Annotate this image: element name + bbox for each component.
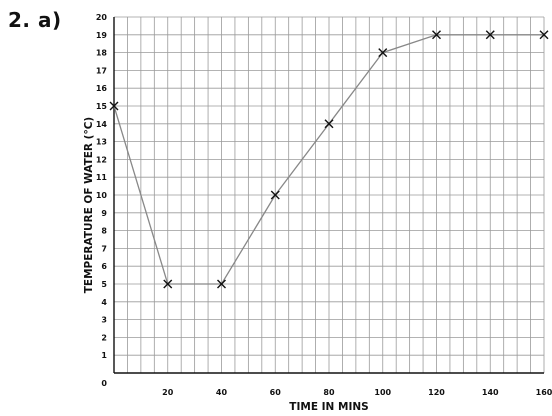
y-tick-label: 11 [96, 173, 108, 182]
y-tick-label: 2 [101, 333, 107, 342]
x-tick-label: 100 [374, 388, 391, 397]
grid [114, 16, 545, 373]
question-label: 2. a) [8, 8, 62, 32]
x-tick-label: 140 [482, 388, 499, 397]
x-tick-label: 60 [270, 388, 282, 397]
y-tick-label: 20 [96, 13, 108, 22]
y-tick-label: 12 [96, 155, 107, 164]
y-tick-label: 8 [101, 227, 107, 236]
y-tick-label: 10 [96, 191, 108, 200]
y-tick-label: 4 [101, 298, 107, 307]
y-tick-label: 5 [101, 280, 107, 289]
data-point-marker [485, 30, 495, 40]
x-tick-label: 160 [536, 388, 552, 397]
y-tick-label: 7 [101, 244, 107, 253]
y-tick-label: 16 [96, 84, 108, 93]
data-point-marker [324, 119, 334, 129]
data-point-marker [217, 279, 226, 289]
x-tick-label: 40 [216, 388, 228, 397]
data-point-marker [539, 30, 549, 40]
data-point-marker [432, 30, 441, 40]
x-tick-label: 80 [323, 388, 335, 397]
data-point-marker [163, 279, 173, 289]
y-tick-label: 3 [101, 316, 107, 325]
y-tick-label: 14 [96, 120, 108, 129]
y-tick-label: 15 [96, 102, 108, 111]
y-axis-title: TEMPERATURE OF WATER (°C) [83, 117, 95, 293]
y-tick-label: 6 [101, 262, 107, 271]
data-point-marker [270, 190, 280, 200]
data-point-marker [378, 48, 388, 58]
y-tick-label: 13 [96, 138, 107, 147]
x-axis-title: TIME IN MINS [289, 401, 368, 413]
axes [113, 17, 544, 374]
y-tick-label: 9 [101, 209, 107, 218]
origin-label: 0 [101, 379, 107, 388]
y-tick-label: 1 [101, 351, 107, 360]
x-tick-label: 120 [428, 388, 445, 397]
y-tick-label: 19 [96, 31, 108, 40]
y-tick-label: 18 [96, 49, 108, 58]
data-point-marker [109, 101, 119, 111]
series-temperature [109, 30, 549, 289]
y-tick-label: 17 [96, 66, 107, 75]
x-tick-label: 20 [162, 388, 174, 397]
